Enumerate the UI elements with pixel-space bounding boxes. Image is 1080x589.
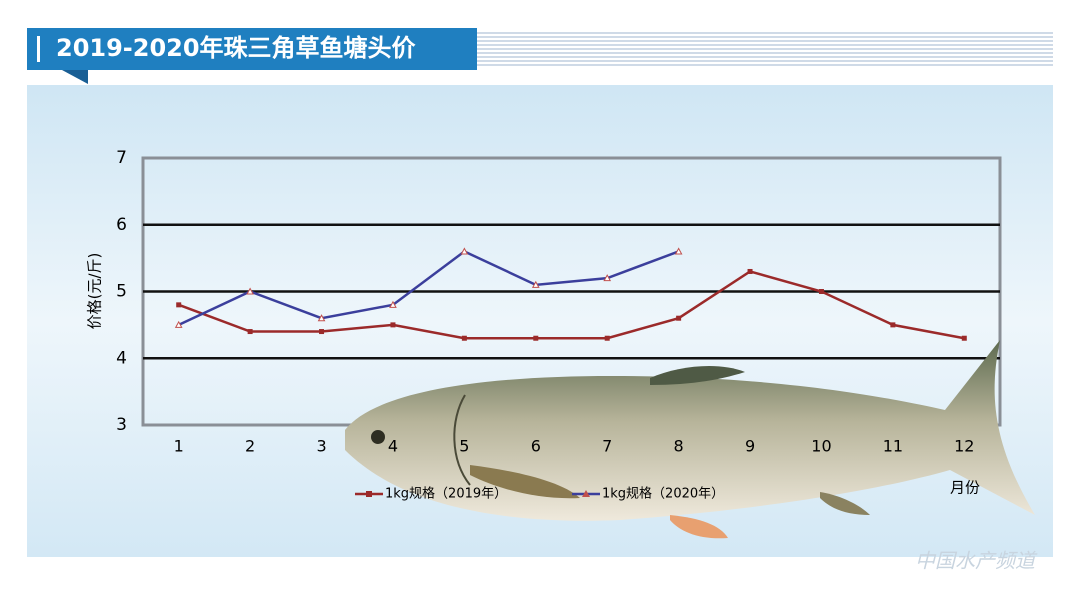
- point-marker: [176, 302, 182, 308]
- point-marker: [604, 335, 610, 341]
- series-line: [178, 270, 965, 340]
- point-marker: [246, 287, 254, 295]
- y-axis-label: 价格(元/斤): [86, 253, 104, 330]
- point-marker: [818, 289, 824, 294]
- legend-label: 1kg规格（2019年）: [385, 486, 507, 502]
- point-marker: [174, 320, 183, 328]
- x-tick-label: 5: [459, 437, 469, 456]
- x-tick-label: 10: [811, 437, 831, 456]
- point-marker: [961, 335, 967, 341]
- series-line: [178, 250, 680, 327]
- x-tick-label: 1: [174, 437, 184, 456]
- x-tick-label: 12: [954, 437, 974, 456]
- point-marker: [676, 315, 682, 321]
- chart-title: 2019-2020年珠三角草鱼塘头价: [56, 34, 417, 62]
- x-tick-label: 7: [602, 437, 612, 456]
- point-marker: [390, 322, 396, 328]
- x-tick-label: 4: [388, 437, 398, 456]
- y-tick-label: 3: [116, 415, 127, 435]
- point-marker: [531, 280, 540, 288]
- point-marker: [389, 300, 397, 308]
- point-marker: [317, 314, 326, 322]
- y-tick-label: 7: [116, 148, 127, 168]
- watermark: 中国水产频道: [915, 549, 1038, 573]
- point-marker: [533, 335, 539, 341]
- point-marker: [247, 329, 253, 335]
- legend-label: 1kg规格（2020年）: [602, 486, 724, 502]
- point-marker: [603, 274, 612, 282]
- x-tick-label: 3: [316, 437, 326, 456]
- legend-marker: [366, 491, 372, 497]
- banner-tab: [62, 70, 88, 84]
- point-marker: [747, 268, 753, 274]
- y-tick-label: 4: [116, 348, 127, 368]
- x-tick-label: 8: [674, 437, 684, 456]
- point-marker: [890, 322, 896, 328]
- y-tick-label: 5: [116, 282, 127, 302]
- point-marker: [460, 247, 469, 255]
- title-banner: [27, 28, 477, 70]
- legend-marker: [582, 490, 590, 497]
- x-axis-label: 月份: [950, 479, 980, 497]
- point-marker: [461, 335, 467, 341]
- fish-illustration: [345, 340, 1035, 539]
- x-tick-label: 9: [745, 437, 755, 456]
- y-tick-label: 6: [116, 215, 127, 235]
- x-tick-label: 11: [883, 437, 903, 456]
- point-marker: [674, 247, 683, 255]
- x-tick-label: 2: [245, 437, 255, 456]
- x-tick-label: 6: [531, 437, 541, 456]
- banner-mark: [37, 36, 40, 62]
- title-stripes: [477, 30, 1053, 68]
- point-marker: [319, 329, 325, 335]
